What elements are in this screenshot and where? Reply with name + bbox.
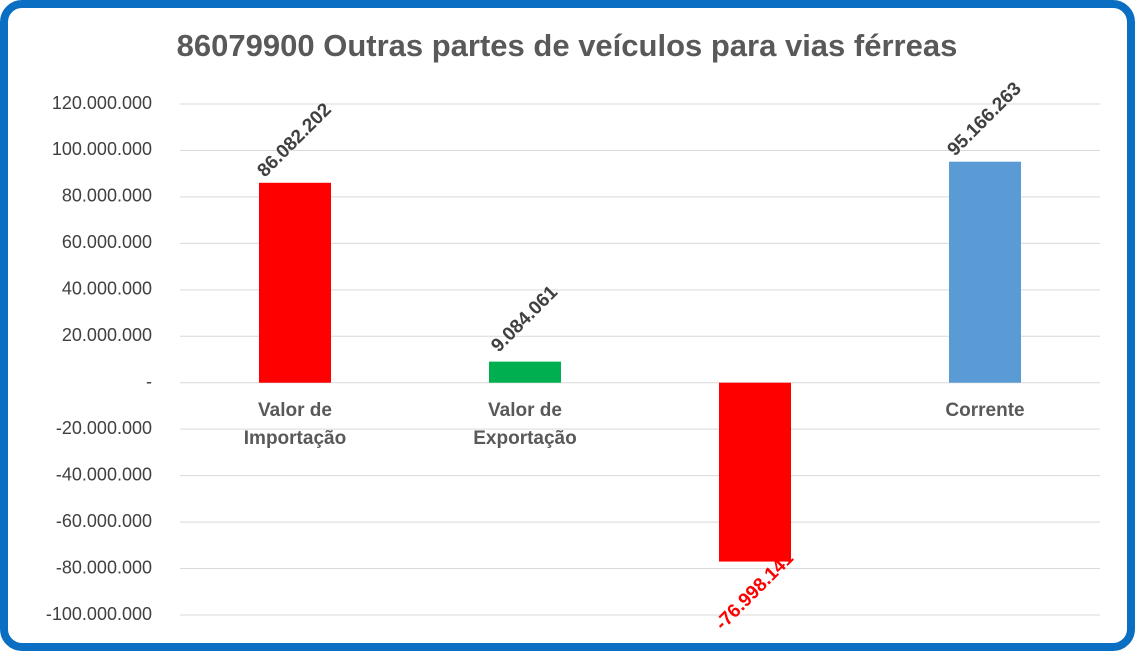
x-tick-label-box: Valor de Importação (243, 399, 347, 449)
x-tick-label: Corrente (945, 399, 1025, 421)
data-label: 9.084.061 (487, 282, 562, 357)
bar (489, 361, 561, 383)
bar (949, 161, 1021, 383)
x-tick-label: Valor de Exportação (473, 399, 577, 449)
x-tick-label: Valor de Importação (243, 399, 347, 449)
x-tick-label-box: Valor de Exportação (473, 399, 577, 449)
y-tick-label: -100.000.000 (46, 604, 152, 624)
y-tick-label: 40.000.000 (62, 279, 152, 299)
y-tick-label: 100.000.000 (52, 139, 152, 159)
y-tick-label: -60.000.000 (56, 511, 152, 531)
chart-title: 86079900 Outras partes de veículos para … (177, 28, 958, 63)
y-tick-label: 120.000.000 (52, 93, 152, 113)
bar (259, 182, 331, 383)
y-tick-label: 20.000.000 (62, 325, 152, 345)
y-tick-label: -80.000.000 (56, 557, 152, 577)
y-tick-label: 60.000.000 (62, 232, 152, 252)
y-tick-label: 80.000.000 (62, 186, 152, 206)
data-label: 95.166.263 (944, 78, 1026, 160)
y-tick-label: -20.000.000 (56, 418, 152, 438)
bar (719, 382, 791, 562)
y-tick-label: - (146, 371, 152, 391)
data-label: 86.082.202 (254, 99, 336, 181)
y-tick-label: -40.000.000 (56, 464, 152, 484)
x-tick-label-box: Corrente (945, 399, 1025, 421)
